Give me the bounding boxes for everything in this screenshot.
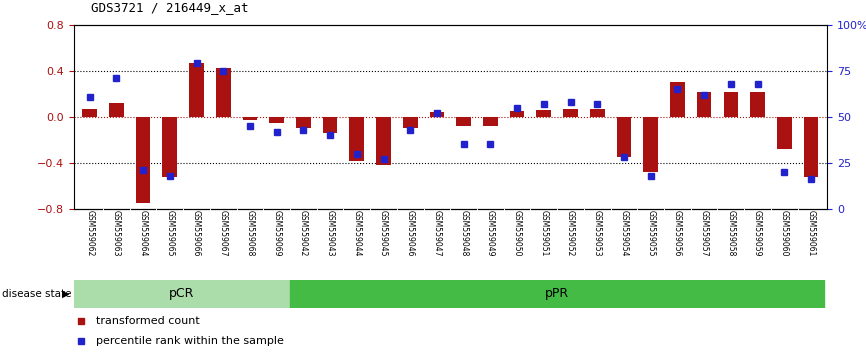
Bar	[350, 117, 365, 161]
Text: GSM559055: GSM559055	[646, 210, 656, 257]
Text: transformed count: transformed count	[96, 316, 200, 326]
Bar	[216, 68, 230, 117]
Text: GSM559060: GSM559060	[779, 210, 789, 257]
Text: GSM559051: GSM559051	[540, 210, 548, 257]
Bar	[74, 280, 290, 308]
Text: ▶: ▶	[61, 289, 69, 299]
Text: GSM559050: GSM559050	[513, 210, 521, 257]
Text: GSM559062: GSM559062	[85, 210, 94, 257]
Text: GSM559046: GSM559046	[406, 210, 415, 257]
Bar	[323, 117, 338, 133]
Bar	[296, 117, 311, 128]
Bar	[590, 109, 604, 117]
Bar	[290, 280, 824, 308]
Text: GSM559048: GSM559048	[459, 210, 469, 257]
Text: GSM559042: GSM559042	[299, 210, 308, 257]
Text: GSM559059: GSM559059	[753, 210, 762, 257]
Text: GSM559069: GSM559069	[272, 210, 281, 257]
Bar	[617, 117, 631, 157]
Text: GSM559047: GSM559047	[432, 210, 442, 257]
Bar	[510, 111, 525, 117]
Bar	[430, 112, 444, 117]
Text: GSM559061: GSM559061	[806, 210, 816, 257]
Bar	[723, 92, 738, 117]
Bar	[536, 110, 551, 117]
Bar	[804, 117, 818, 177]
Bar	[136, 117, 151, 203]
Text: GSM559044: GSM559044	[352, 210, 361, 257]
Text: GSM559057: GSM559057	[700, 210, 708, 257]
Bar	[563, 109, 578, 117]
Text: percentile rank within the sample: percentile rank within the sample	[96, 336, 284, 346]
Bar	[750, 92, 765, 117]
Text: GSM559066: GSM559066	[192, 210, 201, 257]
Bar	[189, 63, 204, 117]
Text: GSM559068: GSM559068	[245, 210, 255, 257]
Text: GSM559056: GSM559056	[673, 210, 682, 257]
Text: GSM559067: GSM559067	[219, 210, 228, 257]
Text: GSM559045: GSM559045	[379, 210, 388, 257]
Text: GSM559053: GSM559053	[592, 210, 602, 257]
Bar	[269, 117, 284, 122]
Bar	[376, 117, 391, 165]
Text: GSM559065: GSM559065	[165, 210, 174, 257]
Bar	[82, 109, 97, 117]
Bar	[483, 117, 498, 126]
Bar	[670, 82, 685, 117]
Text: GSM559063: GSM559063	[112, 210, 121, 257]
Text: GSM559049: GSM559049	[486, 210, 494, 257]
Text: GSM559058: GSM559058	[727, 210, 735, 257]
Text: GDS3721 / 216449_x_at: GDS3721 / 216449_x_at	[91, 1, 249, 14]
Bar	[697, 92, 712, 117]
Text: GSM559064: GSM559064	[139, 210, 147, 257]
Bar	[109, 103, 124, 117]
Text: disease state: disease state	[2, 289, 71, 299]
Text: pCR: pCR	[169, 287, 195, 300]
Text: GSM559043: GSM559043	[326, 210, 334, 257]
Bar	[242, 117, 257, 120]
Bar	[777, 117, 792, 149]
Bar	[403, 117, 417, 128]
Text: pPR: pPR	[545, 287, 569, 300]
Bar	[643, 117, 658, 172]
Text: GSM559054: GSM559054	[619, 210, 629, 257]
Bar	[456, 117, 471, 126]
Text: GSM559052: GSM559052	[566, 210, 575, 257]
Bar	[163, 117, 178, 177]
